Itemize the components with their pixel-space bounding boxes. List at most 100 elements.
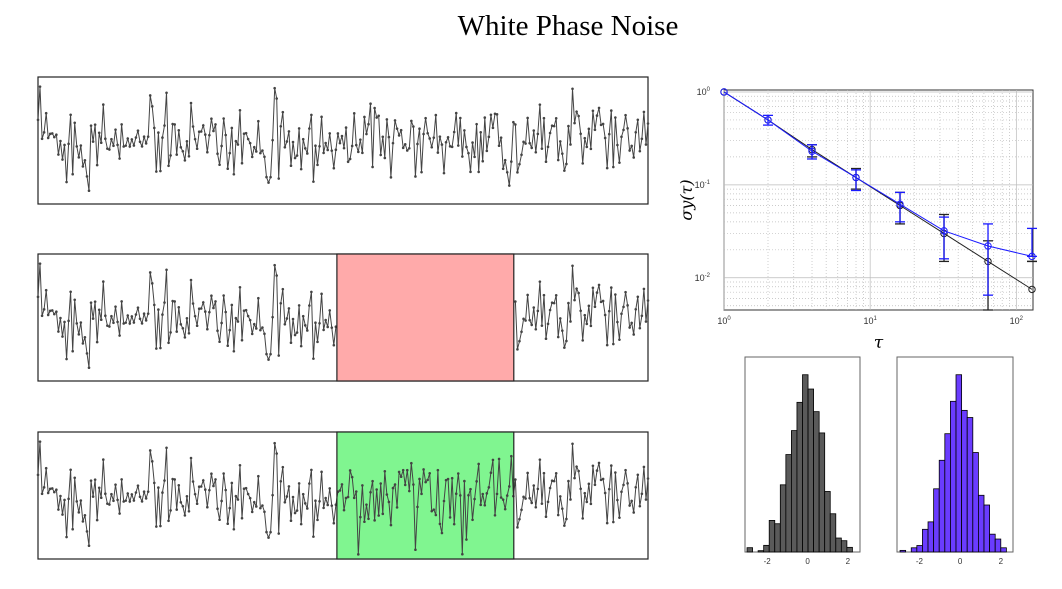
histogram-bar <box>774 523 781 553</box>
histogram-bar <box>796 401 803 553</box>
histogram-bar <box>746 547 753 553</box>
noise-point <box>36 473 40 477</box>
histogram-bar <box>763 544 770 553</box>
noise-point <box>538 458 542 461</box>
noise-point <box>189 456 193 460</box>
noise-point <box>540 502 544 505</box>
data-point <box>852 173 860 182</box>
exponent: 2 <box>1020 316 1024 322</box>
y-tick-label: 10-1 <box>695 180 711 190</box>
exponent: -2 <box>705 273 711 279</box>
histogram-bar <box>955 374 963 553</box>
noise-point <box>312 180 315 183</box>
noise-point <box>232 527 236 531</box>
data-point <box>808 147 816 155</box>
noise-point <box>540 324 544 327</box>
histogram-original: -2 0 2 <box>744 356 861 566</box>
data-point <box>940 227 948 235</box>
noise-point <box>465 538 468 541</box>
histogram-bar <box>989 533 996 553</box>
histogram-bar <box>1000 547 1007 553</box>
histogram-bar <box>972 452 979 553</box>
gap-filled-region <box>336 432 514 559</box>
x-tick-label: 100 <box>717 316 731 326</box>
x-tick-label: -2 <box>764 557 772 566</box>
series-gap-filled <box>720 88 1037 296</box>
exponent: 1 <box>874 316 878 322</box>
noise-point <box>642 465 646 469</box>
histogram-bar <box>916 545 923 553</box>
timeseries-panel-gap-removed <box>36 253 650 382</box>
noise-point <box>420 170 423 174</box>
noise-point <box>459 116 462 120</box>
noise-point <box>73 298 77 302</box>
noise-point <box>475 122 478 126</box>
noise-point <box>461 155 464 158</box>
noise-point <box>71 349 74 353</box>
noise-point <box>448 516 452 519</box>
histogram-bar <box>961 409 968 553</box>
timeseries-panel-gap-filled <box>36 431 650 560</box>
histogram-bar <box>910 547 918 553</box>
x-axis-label: τ <box>874 333 884 353</box>
noise-point <box>408 489 411 493</box>
noise-point <box>232 349 236 353</box>
noise-trace <box>37 263 337 368</box>
noise-point <box>312 357 315 360</box>
noise-point <box>38 440 42 443</box>
noise-point <box>155 525 158 528</box>
noise-point <box>36 118 40 122</box>
noise-point <box>71 172 74 176</box>
histogram-bar <box>978 494 985 553</box>
histogram-bar <box>802 374 809 553</box>
histogram-bar <box>927 521 935 553</box>
x-tick-label: 2 <box>846 557 851 566</box>
noise-point <box>159 524 162 528</box>
histogram-bar <box>807 388 814 553</box>
figure-title: White Phase Noise <box>457 10 679 42</box>
plot-area <box>723 89 1034 311</box>
noise-point <box>73 121 77 125</box>
noise-point <box>38 262 42 265</box>
x-tick-label: 2 <box>999 557 1004 566</box>
histogram-bar <box>835 537 842 553</box>
histogram-bar <box>966 417 974 553</box>
histogram-bar <box>779 484 787 553</box>
x-tick-label: 101 <box>863 316 877 326</box>
data-point <box>984 242 992 250</box>
noise-point <box>277 354 281 357</box>
noise-trace <box>514 265 649 350</box>
exponent: 0 <box>727 316 731 322</box>
data-point <box>764 116 772 124</box>
noise-point <box>538 280 542 283</box>
histogram-bar <box>994 538 1002 553</box>
noise-point <box>612 342 615 346</box>
noise-trace <box>37 441 649 555</box>
histogram-filled: -2 0 2 <box>896 356 1014 566</box>
histogram-bar <box>785 454 792 553</box>
noise-point <box>232 172 236 176</box>
noise-point <box>456 144 460 147</box>
histogram-bar <box>768 520 776 553</box>
histogram-bar <box>922 528 929 553</box>
x-tick-label: 0 <box>805 557 810 566</box>
noise-point <box>159 169 162 173</box>
noise-point <box>155 170 158 173</box>
gap-removed-region <box>336 254 514 381</box>
noise-point <box>73 476 77 480</box>
histogram-bar <box>938 459 946 553</box>
y-tick-label: 100 <box>697 87 711 97</box>
noise-point <box>159 346 162 350</box>
gap-frame <box>336 253 515 382</box>
noise-point <box>69 468 72 472</box>
noise-point <box>479 130 483 134</box>
exponent: 0 <box>707 87 711 93</box>
y-tick-label: 10-2 <box>695 273 711 283</box>
x-tick-label: -2 <box>916 557 924 566</box>
histogram-bar <box>933 488 940 553</box>
data-point <box>896 200 904 208</box>
noise-point <box>612 165 615 169</box>
histogram-bar <box>757 550 765 553</box>
